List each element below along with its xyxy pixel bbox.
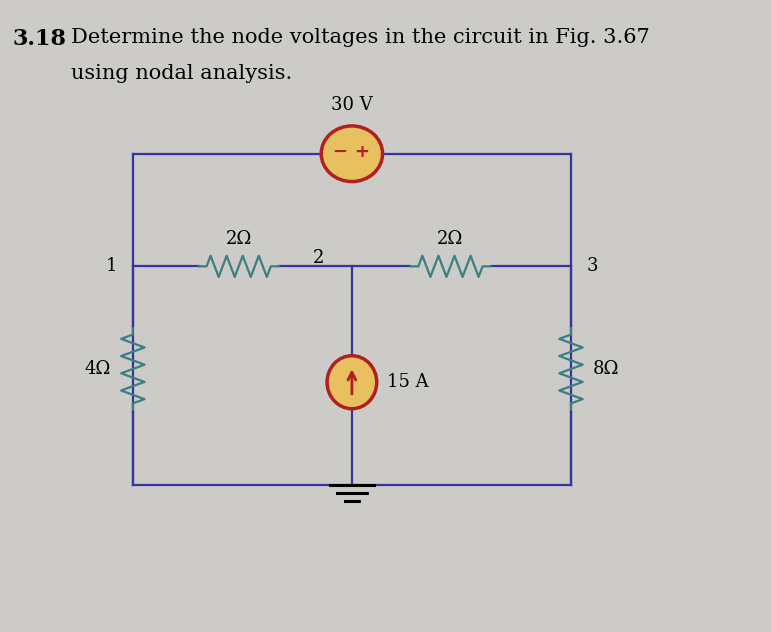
Text: 30 V: 30 V: [331, 96, 372, 114]
Text: −: −: [332, 143, 347, 161]
Text: 15 A: 15 A: [387, 374, 429, 391]
Text: 2: 2: [313, 250, 324, 267]
Text: Determine the node voltages in the circuit in Fig. 3.67: Determine the node voltages in the circu…: [71, 28, 649, 47]
Text: 3.18: 3.18: [12, 28, 66, 50]
Text: 8Ω: 8Ω: [593, 360, 619, 378]
Text: +: +: [355, 143, 369, 161]
Text: 1: 1: [106, 257, 116, 276]
Circle shape: [322, 126, 382, 181]
Text: using nodal analysis.: using nodal analysis.: [71, 64, 292, 83]
Text: 4Ω: 4Ω: [85, 360, 111, 378]
Text: 3: 3: [587, 257, 598, 276]
Ellipse shape: [327, 356, 377, 409]
Text: 2Ω: 2Ω: [437, 230, 463, 248]
Text: 2Ω: 2Ω: [226, 230, 252, 248]
